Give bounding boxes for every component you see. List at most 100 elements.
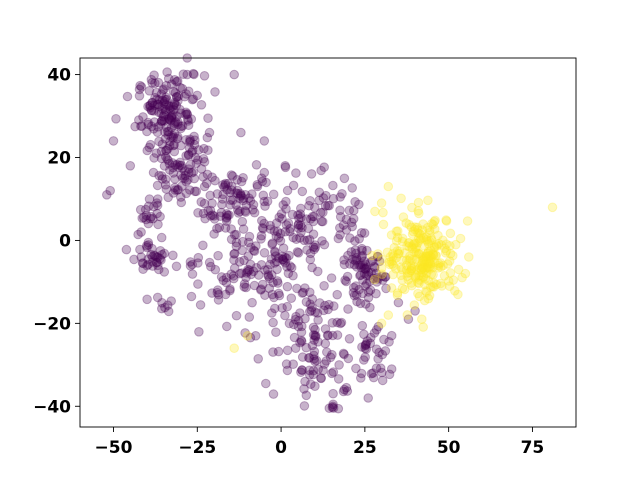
scatter-point [313, 266, 323, 277]
scatter-point [269, 292, 279, 303]
scatter-point [225, 284, 235, 294]
scatter-point [244, 231, 255, 242]
scatter-point [151, 257, 162, 268]
scatter-point [164, 114, 175, 125]
scatter-point [366, 332, 376, 343]
scatter-point [304, 353, 314, 363]
scatter-point [319, 305, 329, 316]
scatter-point [247, 189, 257, 199]
scatter-point [429, 278, 439, 288]
scatter-point [203, 145, 213, 155]
scatter-point [154, 101, 165, 112]
scatter-point [168, 140, 179, 151]
scatter-point [422, 251, 432, 262]
scatter-point [421, 257, 432, 267]
scatter-point [417, 225, 428, 235]
scatter-point [245, 332, 256, 343]
scatter-point [135, 80, 145, 91]
scatter-point [147, 252, 158, 262]
scatter-point [301, 390, 312, 401]
scatter-point [156, 255, 166, 265]
scatter-point [258, 224, 268, 234]
scatter-point [181, 107, 191, 118]
scatter-point [310, 202, 320, 213]
scatter-point [186, 114, 197, 124]
scatter-point [300, 283, 310, 293]
scatter-point [278, 200, 289, 210]
scatter-point [231, 229, 241, 240]
scatter-point [299, 235, 310, 246]
scatter-point [307, 294, 318, 304]
scatter-point [256, 230, 267, 241]
scatter-point [414, 278, 424, 289]
scatter-point [169, 104, 179, 115]
scatter-point [203, 113, 213, 123]
scatter-point [300, 313, 310, 324]
scatter-point [160, 96, 170, 107]
scatter-point [169, 97, 180, 108]
scatter-point [339, 255, 349, 265]
scatter-point [448, 250, 458, 261]
scatter-point [423, 293, 434, 304]
scatter-point [349, 205, 359, 216]
scatter-point [281, 196, 291, 207]
scatter-point [363, 287, 374, 297]
scatter-point [282, 281, 293, 292]
scatter-point [409, 247, 420, 257]
scatter-point [243, 264, 253, 275]
scatter-point [417, 258, 427, 269]
scatter-point [286, 293, 297, 304]
scatter-point [430, 242, 440, 252]
scatter-point [142, 126, 152, 137]
scatter-point [196, 164, 207, 174]
scatter-point [235, 268, 245, 279]
scatter-point [166, 113, 177, 123]
scatter-point [177, 181, 187, 191]
scatter-point [176, 192, 186, 202]
scatter-point [150, 78, 160, 89]
scatter-point [269, 226, 280, 236]
scatter-point [371, 268, 382, 279]
scatter-point [419, 256, 429, 267]
scatter-point [317, 216, 328, 227]
scatter-point [305, 254, 316, 265]
scatter-point [269, 258, 280, 268]
scatter-point [265, 259, 275, 270]
scatter-point [378, 219, 389, 230]
scatter-point [290, 343, 301, 354]
scatter-point [372, 277, 382, 287]
scatter-point [249, 280, 260, 291]
scatter-point [393, 248, 404, 259]
scatter-point [222, 184, 232, 195]
scatter-point [186, 168, 197, 178]
scatter-point [163, 155, 173, 166]
scatter-point [433, 258, 444, 269]
scatter-point [386, 256, 397, 267]
scatter-point [259, 196, 270, 207]
scatter-point [365, 276, 375, 287]
scatter-point [411, 273, 421, 283]
scatter-point [155, 253, 165, 264]
scatter-point [239, 279, 250, 289]
scatter-point [108, 136, 119, 146]
scatter-point [373, 274, 383, 284]
scatter-point [152, 180, 163, 191]
scatter-point [161, 94, 172, 105]
scatter-point [422, 248, 433, 259]
scatter-point [311, 355, 322, 366]
scatter-point [411, 238, 421, 248]
scatter-point [238, 173, 248, 183]
scatter-point [436, 262, 446, 272]
scatter-point [402, 310, 413, 320]
scatter-point [304, 353, 315, 363]
scatter-point [256, 173, 267, 183]
scatter-point [185, 257, 196, 267]
scatter-point [188, 94, 199, 104]
scatter-point [209, 211, 219, 221]
scatter-point [145, 100, 155, 110]
scatter-point [266, 254, 277, 264]
scatter-point [280, 252, 290, 263]
scatter-point [408, 226, 419, 237]
scatter-point [414, 228, 425, 239]
scatter-point [260, 265, 270, 275]
